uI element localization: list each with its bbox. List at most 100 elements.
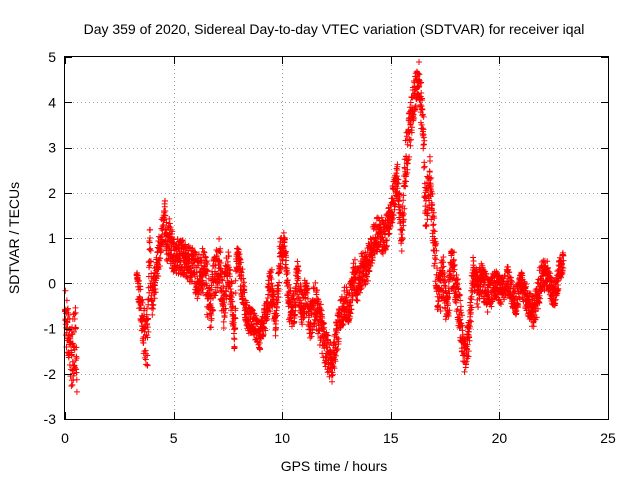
data-point-marker xyxy=(225,253,232,260)
data-point-marker xyxy=(68,352,75,359)
data-point-marker xyxy=(381,239,388,246)
data-point-marker xyxy=(321,324,328,331)
data-point-marker xyxy=(456,291,463,298)
data-point-marker xyxy=(536,299,543,306)
data-point-marker xyxy=(217,271,224,278)
data-point-marker xyxy=(73,344,80,351)
data-point-marker xyxy=(364,273,371,280)
data-point-marker xyxy=(144,352,151,359)
data-point-marker xyxy=(315,330,322,337)
data-point-marker xyxy=(210,262,217,269)
data-point-marker xyxy=(244,316,251,323)
data-point-marker xyxy=(421,137,428,144)
data-point-marker xyxy=(275,294,282,301)
data-point-marker xyxy=(530,323,537,330)
data-point-marker xyxy=(199,245,206,252)
data-point-marker xyxy=(431,215,438,222)
data-point-marker xyxy=(376,241,383,248)
data-point-marker xyxy=(468,293,475,300)
data-point-marker xyxy=(70,340,77,347)
data-point-marker xyxy=(220,302,227,309)
data-point-marker xyxy=(294,258,301,265)
data-point-marker xyxy=(371,223,378,230)
tick-labels: 0 5 10 15 20 25 -3 -2 -1 0 1 2 3 4 5 xyxy=(44,49,616,446)
data-point-marker xyxy=(395,203,402,210)
data-point-marker xyxy=(481,279,488,286)
data-point-marker xyxy=(141,348,148,355)
data-point-marker xyxy=(262,327,269,334)
data-point-marker xyxy=(188,272,195,279)
data-point-marker xyxy=(170,253,177,260)
data-point-marker xyxy=(465,334,472,341)
data-point-marker xyxy=(455,286,462,293)
data-point-marker xyxy=(277,266,284,273)
data-point-marker xyxy=(426,168,433,175)
data-point-marker xyxy=(232,289,239,296)
data-point-marker xyxy=(147,247,154,254)
data-point-marker xyxy=(167,226,174,233)
data-point-marker xyxy=(240,275,247,282)
data-point-marker xyxy=(166,220,173,227)
data-point-marker xyxy=(537,295,544,302)
data-point-marker xyxy=(303,289,310,296)
data-point-marker xyxy=(420,113,427,120)
y-tick-label: 0 xyxy=(48,275,56,291)
data-point-marker xyxy=(444,300,451,307)
data-point-marker xyxy=(218,276,225,283)
data-point-marker xyxy=(338,293,345,300)
data-point-marker xyxy=(346,309,353,316)
data-point-marker xyxy=(203,268,210,275)
x-axis-title: GPS time / hours xyxy=(281,458,388,474)
data-point-marker xyxy=(400,211,407,218)
data-point-marker xyxy=(309,327,316,334)
data-point-marker xyxy=(430,221,437,228)
data-point-marker xyxy=(294,291,301,298)
data-point-marker xyxy=(260,331,267,338)
data-point-marker xyxy=(282,261,289,268)
data-point-marker xyxy=(243,299,250,306)
data-point-marker xyxy=(312,279,319,286)
data-point-marker xyxy=(479,275,486,282)
data-point-marker xyxy=(241,289,248,296)
data-point-marker xyxy=(145,296,152,303)
data-point-marker xyxy=(507,285,514,292)
data-point-marker xyxy=(149,311,156,318)
data-point-marker xyxy=(195,251,202,258)
data-point-marker xyxy=(297,297,304,304)
data-point-marker xyxy=(417,101,424,108)
data-point-marker xyxy=(459,322,466,329)
data-point-marker xyxy=(277,260,284,267)
data-point-marker xyxy=(227,285,234,292)
data-point-marker xyxy=(466,323,473,330)
data-point-marker xyxy=(474,289,481,296)
data-point-marker xyxy=(431,228,438,235)
data-point-marker xyxy=(332,358,339,365)
data-point-marker xyxy=(438,270,445,277)
data-series-sdtvar xyxy=(62,59,567,395)
data-point-marker xyxy=(190,262,197,269)
data-point-marker xyxy=(241,283,248,290)
data-point-marker xyxy=(458,309,465,316)
data-point-marker xyxy=(155,273,162,280)
data-point-marker xyxy=(157,249,164,256)
data-point-marker xyxy=(394,197,401,204)
data-point-marker xyxy=(73,376,80,383)
data-point-marker xyxy=(200,286,207,293)
data-point-marker xyxy=(459,312,466,319)
data-point-marker xyxy=(233,253,240,260)
data-point-marker xyxy=(552,300,559,307)
data-point-marker xyxy=(403,133,410,140)
data-point-marker xyxy=(189,245,196,252)
data-point-marker xyxy=(416,59,423,66)
data-point-marker xyxy=(272,332,279,339)
data-point-marker xyxy=(372,235,379,241)
data-point-marker xyxy=(501,296,508,303)
data-point-marker xyxy=(457,303,464,310)
data-point-marker xyxy=(320,334,327,341)
data-point-marker xyxy=(428,174,435,181)
data-point-marker xyxy=(166,215,173,222)
data-point-marker xyxy=(411,90,418,97)
data-point-marker xyxy=(295,263,302,270)
data-point-marker xyxy=(329,361,336,368)
data-point-marker xyxy=(385,216,392,223)
